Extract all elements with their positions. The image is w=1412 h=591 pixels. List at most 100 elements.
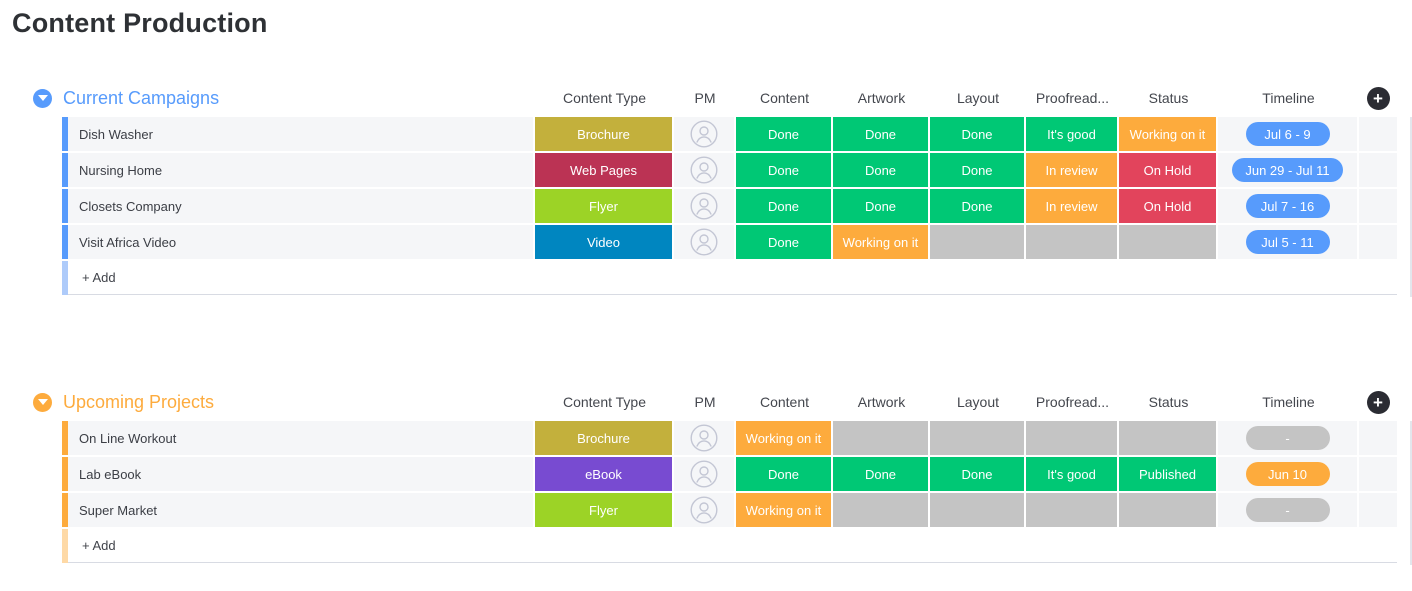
status-cell-layout[interactable]: Done: [930, 153, 1026, 187]
add-column-plus-icon[interactable]: +: [1366, 390, 1390, 414]
add-item-row[interactable]: + Add: [62, 260, 1397, 295]
column-header-pm[interactable]: PM: [694, 394, 716, 410]
page-title[interactable]: Content Production: [12, 8, 268, 38]
column-header-pm[interactable]: PM: [694, 90, 716, 106]
chevron-down-icon[interactable]: [33, 392, 52, 412]
timeline-pill[interactable]: Jul 7 - 16: [1245, 194, 1330, 218]
column-header-content-type[interactable]: Content Type: [562, 394, 647, 410]
status-cell-content[interactable]: Done: [736, 189, 833, 223]
item-name-cell[interactable]: On Line Workout: [62, 421, 535, 455]
board-edge-strip: [1410, 421, 1412, 565]
status-cell-proofread[interactable]: [1026, 421, 1119, 455]
status-cell-layout[interactable]: [930, 493, 1026, 527]
column-header-layout[interactable]: Layout: [956, 90, 1000, 106]
status-cell-layout[interactable]: [930, 225, 1026, 259]
status-cell-status[interactable]: Published: [1119, 457, 1218, 491]
status-cell-status[interactable]: Working on it: [1119, 117, 1218, 151]
pm-cell[interactable]: [674, 153, 736, 187]
content-type-cell[interactable]: Flyer: [535, 493, 674, 527]
timeline-pill[interactable]: Jun 29 - Jul 11: [1232, 158, 1343, 182]
table-row: Visit Africa Video Video Done Working on…: [62, 225, 1412, 259]
content-type-cell[interactable]: Flyer: [535, 189, 674, 223]
status-cell-status[interactable]: On Hold: [1119, 153, 1218, 187]
column-header-timeline[interactable]: Timeline: [1262, 394, 1315, 410]
item-name-cell[interactable]: Lab eBook: [62, 457, 535, 491]
item-name-cell[interactable]: Dish Washer: [62, 117, 535, 151]
content-type-cell[interactable]: Brochure: [535, 117, 674, 151]
chevron-down-icon[interactable]: [33, 88, 52, 108]
timeline-cell: Jul 7 - 16: [1218, 189, 1359, 223]
status-cell-layout[interactable]: Done: [930, 189, 1026, 223]
timeline-pill[interactable]: -: [1245, 426, 1330, 450]
add-column-plus-icon[interactable]: +: [1366, 86, 1390, 110]
status-cell-proofread[interactable]: In review: [1026, 189, 1119, 223]
item-name-cell[interactable]: Nursing Home: [62, 153, 535, 187]
status-cell-content[interactable]: Working on it: [736, 493, 833, 527]
column-header-proofread[interactable]: Proofread...: [1035, 394, 1110, 410]
status-cell-artwork[interactable]: Done: [833, 153, 930, 187]
status-cell-proofread[interactable]: [1026, 493, 1119, 527]
column-header-artwork[interactable]: Artwork: [857, 90, 906, 106]
item-name-cell[interactable]: Visit Africa Video: [62, 225, 535, 259]
column-header-content[interactable]: Content: [759, 90, 810, 106]
add-item-label: + Add: [82, 270, 116, 285]
timeline-pill[interactable]: Jul 6 - 9: [1245, 122, 1330, 146]
pm-cell[interactable]: [674, 117, 736, 151]
column-header-content-type[interactable]: Content Type: [562, 90, 647, 106]
table-row: Nursing Home Web Pages Done Done Done In…: [62, 153, 1412, 187]
status-cell-artwork[interactable]: [833, 493, 930, 527]
status-cell-artwork[interactable]: [833, 421, 930, 455]
pm-cell[interactable]: [674, 457, 736, 491]
content-type-cell[interactable]: Web Pages: [535, 153, 674, 187]
status-cell-status[interactable]: [1119, 493, 1218, 527]
item-name-cell[interactable]: Super Market: [62, 493, 535, 527]
add-item-row[interactable]: + Add: [62, 528, 1397, 563]
status-cell-status[interactable]: [1119, 421, 1218, 455]
status-cell-layout[interactable]: [930, 421, 1026, 455]
content-type-cell[interactable]: Brochure: [535, 421, 674, 455]
pm-cell[interactable]: [674, 189, 736, 223]
item-name-cell[interactable]: Closets Company: [62, 189, 535, 223]
status-cell-artwork[interactable]: Done: [833, 457, 930, 491]
status-cell-proofread[interactable]: [1026, 225, 1119, 259]
column-header-content[interactable]: Content: [759, 394, 810, 410]
column-header-status[interactable]: Status: [1148, 394, 1189, 410]
status-cell-content[interactable]: Working on it: [736, 421, 833, 455]
content-type-cell[interactable]: eBook: [535, 457, 674, 491]
pm-cell[interactable]: [674, 225, 736, 259]
status-cell-status[interactable]: On Hold: [1119, 189, 1218, 223]
status-cell-proofread[interactable]: It's good: [1026, 457, 1119, 491]
person-avatar-icon: [690, 496, 718, 524]
column-header-artwork[interactable]: Artwork: [857, 394, 906, 410]
person-avatar-icon: [690, 192, 718, 220]
group-color-bar: [62, 153, 68, 187]
status-cell-content[interactable]: Done: [736, 225, 833, 259]
timeline-pill[interactable]: -: [1245, 498, 1330, 522]
status-cell-content[interactable]: Done: [736, 117, 833, 151]
timeline-pill[interactable]: Jul 5 - 11: [1245, 230, 1330, 254]
column-header-layout[interactable]: Layout: [956, 394, 1000, 410]
column-header-status[interactable]: Status: [1148, 90, 1189, 106]
pm-cell[interactable]: [674, 421, 736, 455]
item-name: Dish Washer: [79, 126, 153, 142]
group-title[interactable]: Upcoming Projects: [63, 391, 215, 412]
column-header-timeline[interactable]: Timeline: [1262, 90, 1315, 106]
status-cell-status[interactable]: [1119, 225, 1218, 259]
group-header: Upcoming Projects Content Type PM Conten…: [33, 387, 1412, 417]
group-title[interactable]: Current Campaigns: [63, 87, 220, 108]
status-cell-content[interactable]: Done: [736, 153, 833, 187]
group-header: Current Campaigns Content Type PM Conten…: [33, 83, 1412, 113]
status-cell-artwork[interactable]: Working on it: [833, 225, 930, 259]
column-header-proofread[interactable]: Proofread...: [1035, 90, 1110, 106]
timeline-pill[interactable]: Jun 10: [1245, 462, 1330, 486]
status-cell-artwork[interactable]: Done: [833, 189, 930, 223]
status-cell-proofread[interactable]: It's good: [1026, 117, 1119, 151]
status-cell-proofread[interactable]: In review: [1026, 153, 1119, 187]
status-cell-artwork[interactable]: Done: [833, 117, 930, 151]
status-cell-content[interactable]: Done: [736, 457, 833, 491]
content-type-cell[interactable]: Video: [535, 225, 674, 259]
status-cell-layout[interactable]: Done: [930, 457, 1026, 491]
status-cell-layout[interactable]: Done: [930, 117, 1026, 151]
pm-cell[interactable]: [674, 493, 736, 527]
group-color-bar-light: [62, 260, 68, 295]
